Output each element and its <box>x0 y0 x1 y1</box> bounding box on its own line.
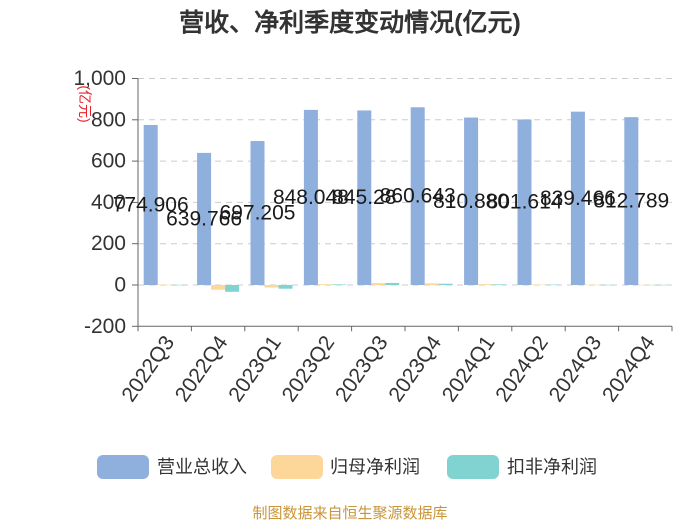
legend-swatch-parent-net-profit <box>271 455 323 479</box>
legend-swatch-revenue <box>97 455 149 479</box>
legend-item-revenue: 营业总收入 <box>97 455 247 479</box>
bar-series1-2024Q3 <box>584 284 599 286</box>
bars <box>143 107 667 292</box>
value-label-2024Q4: 812.789 <box>593 190 669 213</box>
legend-swatch-deducted-net-profit <box>447 455 499 479</box>
bar-series0-2022Q3 <box>143 124 158 286</box>
source-note: 制图数据来自恒生聚源数据库 <box>252 505 447 522</box>
bar-series1-2023Q3 <box>371 283 386 285</box>
bar-series1-2022Q4 <box>211 285 226 290</box>
bar-series2-2024Q3 <box>598 284 613 286</box>
value-label-2022Q4: 639.766 <box>166 207 242 230</box>
x-tick-label-2024Q1: 2024Q1 <box>438 332 500 406</box>
bar-series0-2022Q4 <box>197 152 212 285</box>
bar-series1-2022Q3 <box>157 284 172 286</box>
bar-series0-2024Q2 <box>517 119 532 285</box>
x-tick-label-2024Q2: 2024Q2 <box>491 332 553 406</box>
bar-series1-2023Q1 <box>264 285 279 288</box>
x-tick-label-2023Q4: 2023Q4 <box>384 331 446 406</box>
y-tick-label-4: 600 <box>91 150 126 173</box>
x-tick-label-2022Q3: 2022Q3 <box>117 332 179 406</box>
x-tick-label-2022Q4: 2022Q4 <box>171 331 233 406</box>
value-label-2024Q3: 839.466 <box>540 187 616 210</box>
bar-series0-2023Q4 <box>410 107 425 285</box>
bar-series2-2024Q2 <box>545 284 560 286</box>
bar-series0-2023Q3 <box>357 110 372 285</box>
bar-series1-2024Q2 <box>531 284 546 286</box>
legend-label-revenue: 营业总收入 <box>157 457 247 477</box>
y-axis-unit-label: (亿元) <box>77 85 93 122</box>
value-label-2023Q3: 845.28 <box>332 186 396 209</box>
bar-series2-2022Q4 <box>225 285 240 292</box>
bar-series2-2023Q1 <box>278 285 293 289</box>
value-label-2022Q3: 774.906 <box>113 193 189 216</box>
bar-series1-2023Q2 <box>317 284 332 285</box>
value-label-2024Q1: 810.880 <box>433 190 509 213</box>
bar-series2-2023Q2 <box>331 284 346 285</box>
legend-item-parent-net-profit: 归母净利润 <box>271 455 420 479</box>
value-label-2023Q2: 848.048 <box>273 186 349 209</box>
y-tick-label-0: -200 <box>84 315 126 338</box>
legend-label-parent-net-profit: 归母净利润 <box>330 457 420 477</box>
bar-series2-2023Q3 <box>385 282 400 285</box>
x-tick-label-2023Q3: 2023Q3 <box>331 332 393 406</box>
bar-series1-2024Q1 <box>478 284 493 285</box>
x-tick-label-2023Q1: 2023Q1 <box>224 332 286 406</box>
x-tick-label-2023Q2: 2023Q2 <box>278 332 340 406</box>
value-label-2023Q4: 860.643 <box>380 185 456 208</box>
x-tick-label-2024Q3: 2024Q3 <box>545 332 607 406</box>
bar-series2-2023Q4 <box>438 283 453 285</box>
chart-title: 营收、净利季度变动情况(亿元) <box>179 8 521 37</box>
x-tick-label-2024Q4: 2024Q4 <box>598 331 660 406</box>
bar-series1-2023Q4 <box>424 283 439 285</box>
gridlines <box>138 78 672 286</box>
bar-series0-2023Q1 <box>250 141 265 285</box>
y-tick-label-1: 0 <box>114 274 126 297</box>
legend-item-deducted-net-profit: 扣非净利润 <box>447 455 597 479</box>
bar-series0-2024Q3 <box>570 111 585 285</box>
x-axis-category-labels: 2022Q32022Q42023Q12023Q22023Q32023Q42024… <box>117 331 659 406</box>
axes <box>132 78 673 332</box>
bar-series0-2024Q1 <box>464 117 479 285</box>
legend-label-deducted-net-profit: 扣非净利润 <box>507 457 597 477</box>
bar-series2-2024Q1 <box>492 284 507 285</box>
bar-series2-2024Q4 <box>652 284 667 286</box>
bar-series0-2023Q2 <box>303 109 318 286</box>
data-labels: 774.906639.766697.205848.048845.28860.64… <box>113 185 670 231</box>
value-label-2023Q1: 697.205 <box>220 202 296 225</box>
legend: 营业总收入 归母净利润 扣非净利润 <box>97 455 597 479</box>
bar-series2-2022Q3 <box>171 284 186 286</box>
y-tick-label-3: 400 <box>91 191 126 214</box>
bar-series0-2024Q4 <box>624 117 639 285</box>
y-tick-label-6: 1,000 <box>73 67 126 90</box>
value-label-2024Q2: 801.614 <box>487 191 563 214</box>
bar-series1-2024Q4 <box>638 284 653 286</box>
y-tick-label-5: 800 <box>91 108 126 131</box>
y-tick-label-2: 200 <box>91 232 126 255</box>
y-axis-tick-labels: -200 0 200 400 600 800 1,000 <box>73 67 126 338</box>
